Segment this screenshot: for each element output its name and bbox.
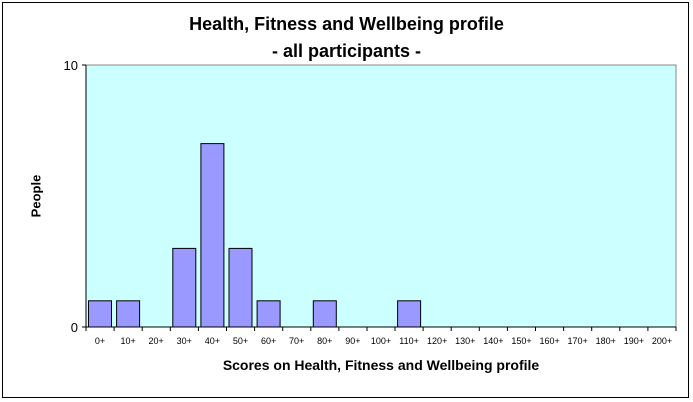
x-tick-label: 200+ [652,336,672,346]
x-tick-label: 110+ [399,336,419,346]
x-tick-label: 100+ [371,336,391,346]
bar-50+ [228,247,253,328]
y-tick-label: 10 [64,58,78,73]
x-tick-label: 0+ [95,336,105,346]
x-tick-label: 80+ [317,336,332,346]
bar-110+ [397,300,422,328]
bar-30+ [172,247,197,328]
bar-60+ [256,300,281,328]
x-tick-label: 130+ [455,336,475,346]
chart-title: Health, Fitness and Wellbeing profile [189,14,504,34]
x-tick-label: 150+ [511,336,531,346]
x-tick-label: 170+ [568,336,588,346]
x-tick-label: 20+ [149,336,164,346]
bar-80+ [312,300,337,328]
x-tick-label: 140+ [483,336,503,346]
x-tick-label: 60+ [261,336,276,346]
x-tick-label: 120+ [427,336,447,346]
y-tick-label: 0 [71,320,78,335]
x-tick-label: 180+ [596,336,616,346]
x-tick-label: 40+ [205,336,220,346]
bar-10+ [116,300,141,328]
x-tick-label: 30+ [177,336,192,346]
x-axis-label: Scores on Health, Fitness and Wellbeing … [222,357,540,373]
x-tick-label: 10+ [120,336,135,346]
x-tick-label: 90+ [345,336,360,346]
x-tick-label: 160+ [539,336,559,346]
bar-0+ [88,300,112,328]
x-tick-label: 70+ [289,336,304,346]
bar-40+ [200,143,225,328]
chart-subtitle: - all participants - [271,41,422,61]
x-tick-label: 50+ [233,336,248,346]
x-tick-label: 190+ [624,336,644,346]
